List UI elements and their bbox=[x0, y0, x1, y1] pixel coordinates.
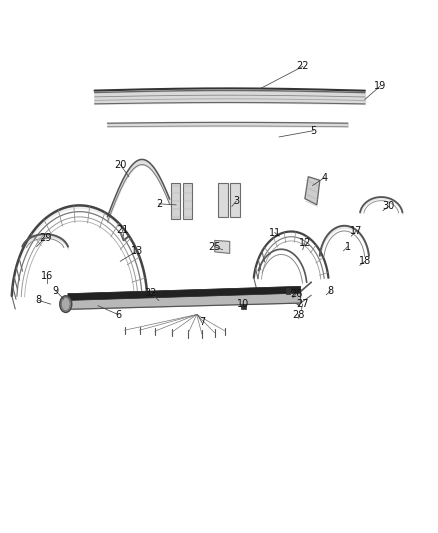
Polygon shape bbox=[286, 288, 290, 294]
Text: 32: 32 bbox=[144, 288, 156, 297]
Text: 6: 6 bbox=[115, 310, 121, 320]
Ellipse shape bbox=[60, 296, 72, 312]
Text: 2: 2 bbox=[156, 199, 162, 209]
Text: 7: 7 bbox=[199, 317, 205, 327]
Text: 28: 28 bbox=[292, 310, 304, 320]
Text: 27: 27 bbox=[297, 299, 309, 309]
Polygon shape bbox=[215, 240, 230, 254]
Polygon shape bbox=[230, 183, 240, 217]
Text: 16: 16 bbox=[41, 271, 53, 281]
Text: 5: 5 bbox=[310, 126, 317, 136]
Text: 8: 8 bbox=[35, 295, 42, 305]
Text: 25: 25 bbox=[208, 241, 221, 252]
Text: 21: 21 bbox=[116, 225, 129, 235]
Polygon shape bbox=[171, 183, 180, 220]
Text: 1: 1 bbox=[345, 241, 351, 252]
Text: 29: 29 bbox=[39, 233, 51, 243]
Polygon shape bbox=[305, 176, 320, 205]
Text: 30: 30 bbox=[382, 201, 395, 212]
Polygon shape bbox=[68, 292, 300, 309]
Text: 19: 19 bbox=[374, 82, 386, 91]
Text: 22: 22 bbox=[297, 61, 309, 71]
Text: 18: 18 bbox=[359, 256, 371, 266]
Text: 9: 9 bbox=[53, 286, 59, 296]
Text: 13: 13 bbox=[131, 246, 144, 256]
Text: 10: 10 bbox=[237, 299, 249, 309]
Text: 17: 17 bbox=[350, 226, 363, 236]
Text: 20: 20 bbox=[114, 160, 127, 169]
Text: 3: 3 bbox=[233, 196, 239, 206]
Text: 4: 4 bbox=[321, 173, 327, 183]
Text: 8: 8 bbox=[328, 286, 334, 296]
Text: 11: 11 bbox=[268, 228, 281, 238]
Text: 26: 26 bbox=[290, 289, 303, 298]
Polygon shape bbox=[241, 304, 247, 309]
Ellipse shape bbox=[61, 297, 70, 311]
Polygon shape bbox=[183, 183, 192, 220]
Polygon shape bbox=[218, 183, 228, 217]
Text: 12: 12 bbox=[299, 238, 311, 248]
Polygon shape bbox=[68, 286, 300, 301]
